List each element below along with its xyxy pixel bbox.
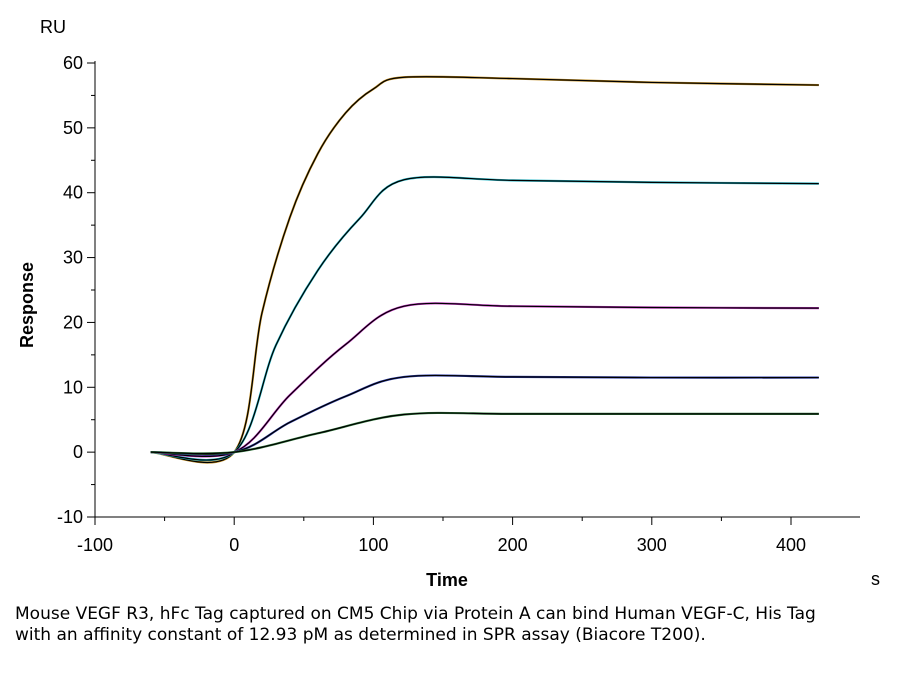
x-unit-label: s — [871, 569, 880, 589]
x-tick-label: 100 — [358, 535, 388, 555]
series-3-fit-line — [150, 302, 819, 457]
series-2-data-line — [150, 175, 819, 462]
y-tick-label: 20 — [63, 312, 83, 332]
y-axis-title: Response — [17, 262, 37, 348]
series-2-fit-line — [150, 176, 819, 461]
y-tick-label: 60 — [63, 53, 83, 73]
x-tick-label: -100 — [77, 535, 113, 555]
y-tick-label: 50 — [63, 118, 83, 138]
series-3-data-line — [150, 302, 819, 458]
series-1-data-line — [150, 75, 819, 464]
y-tick-label: 10 — [63, 377, 83, 397]
chart-axes — [87, 61, 860, 525]
x-tick-label: 400 — [776, 535, 806, 555]
y-tick-label: 40 — [63, 183, 83, 203]
series-1-fit-line — [150, 76, 819, 463]
figure-caption: Mouse VEGF R3, hFc Tag captured on CM5 C… — [15, 604, 816, 645]
y-unit-label: RU — [40, 17, 66, 37]
y-tick-label: 0 — [73, 442, 83, 462]
y-tick-label: 30 — [63, 248, 83, 268]
y-tick-label: -10 — [57, 507, 83, 527]
x-tick-label: 300 — [637, 535, 667, 555]
series-4-fit-line — [150, 374, 819, 455]
x-tick-label: 200 — [498, 535, 528, 555]
series-layer — [150, 75, 819, 464]
series-5-fit-line — [150, 412, 819, 455]
x-tick-label: 0 — [229, 535, 239, 555]
x-axis-title: Time — [426, 570, 468, 590]
